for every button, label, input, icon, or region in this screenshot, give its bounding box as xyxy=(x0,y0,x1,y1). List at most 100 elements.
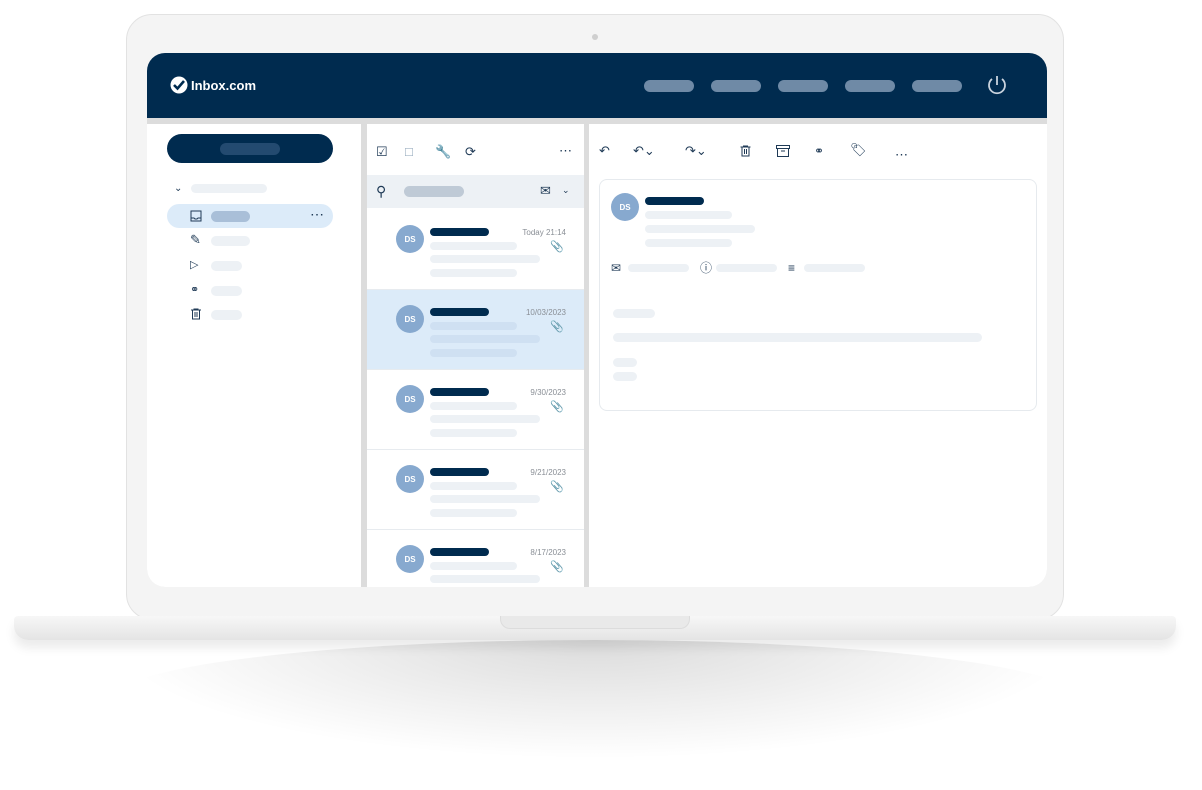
avatar: DS xyxy=(396,305,424,333)
folder-inbox[interactable]: ⋯ xyxy=(167,204,333,228)
reading-pane: ↶ ↶⌄ ↷⌄ ⚭ 🏷 ⋯ DS ✉ ⓘ ≡ xyxy=(589,124,1047,587)
inbox-icon xyxy=(190,210,202,222)
camera xyxy=(592,34,598,40)
sender-email xyxy=(645,211,732,219)
spam-icon[interactable]: ⚭ xyxy=(190,284,200,296)
recipient xyxy=(645,225,755,233)
avatar: DS xyxy=(396,545,424,573)
tag-icon[interactable]: 🏷 xyxy=(850,142,867,157)
logo-check-icon xyxy=(170,76,188,94)
preview-line xyxy=(430,269,517,277)
body-line xyxy=(613,309,655,318)
preview-line xyxy=(430,429,517,437)
message-date: 9/30/2023 xyxy=(530,388,566,397)
envelope-icon: ✉ xyxy=(611,261,622,275)
screen: Inbox.com ⌄ ⋯ ✎ ▷ ⚭ ☑ □ 🔧 ⟳ ⋯ ⚲ ✉ ⌄ DS T… xyxy=(147,53,1047,587)
nav-item-3[interactable] xyxy=(778,80,828,92)
paperclip-icon: 📎 xyxy=(550,481,564,493)
nav-item-2[interactable] xyxy=(711,80,761,92)
sender-name xyxy=(645,197,704,205)
meta-field xyxy=(804,264,865,272)
laptop-shadow xyxy=(110,640,1080,760)
nav-item-4[interactable] xyxy=(845,80,895,92)
message-date: 8/17/2023 xyxy=(530,548,566,557)
message-row[interactable]: DS 9/30/2023 📎 xyxy=(367,370,584,450)
paperclip-icon: 📎 xyxy=(550,561,564,573)
body-line xyxy=(613,372,637,381)
spam-icon[interactable]: ⚭ xyxy=(814,144,825,158)
laptop-notch xyxy=(500,616,690,629)
trash-icon[interactable] xyxy=(740,145,751,157)
meta-field xyxy=(628,264,689,272)
search-icon: ⚲ xyxy=(376,183,387,199)
body-line xyxy=(613,358,637,367)
meta-field xyxy=(716,264,777,272)
message-date: 10/03/2023 xyxy=(525,308,566,317)
message-list: ☑ □ 🔧 ⟳ ⋯ ⚲ ✉ ⌄ DS Today 21:14 📎 DS 10/03… xyxy=(367,124,584,587)
folder-label[interactable] xyxy=(211,310,242,320)
search-bar[interactable]: ⚲ ✉ ⌄ xyxy=(367,175,584,208)
avatar: DS xyxy=(396,465,424,493)
paperclip-icon: 📎 xyxy=(550,401,564,413)
subject-line xyxy=(430,322,517,330)
nav-item-5[interactable] xyxy=(912,80,962,92)
more-icon[interactable]: ⋯ xyxy=(310,206,324,222)
compose-label xyxy=(220,143,280,155)
nav-item-1[interactable] xyxy=(644,80,694,92)
subject-line xyxy=(430,562,517,570)
preview-line xyxy=(430,335,540,343)
message-row[interactable]: DS Today 21:14 📎 xyxy=(367,210,584,290)
reply-icon[interactable]: ↶ xyxy=(599,143,610,158)
preview-line xyxy=(430,349,517,357)
sender-name xyxy=(430,308,489,316)
preview-line xyxy=(430,255,540,263)
avatar: DS xyxy=(611,193,639,221)
pencil-icon[interactable]: ✎ xyxy=(190,232,201,247)
more-icon[interactable]: ⋯ xyxy=(895,147,908,162)
archive-icon[interactable] xyxy=(776,145,790,157)
brand-name: Inbox.com xyxy=(191,77,257,93)
folder-label[interactable] xyxy=(211,261,242,271)
message-date: Today 21:14 xyxy=(522,228,566,237)
refresh-icon[interactable]: ⟳ xyxy=(465,144,476,159)
subject-line xyxy=(430,242,517,250)
power-icon[interactable] xyxy=(985,73,1009,97)
reply-all-icon[interactable]: ↶⌄ xyxy=(633,143,655,158)
lines-icon: ≡ xyxy=(788,261,796,275)
send-icon[interactable]: ▷ xyxy=(190,259,199,271)
forward-icon[interactable]: ↷⌄ xyxy=(685,143,707,158)
logo[interactable]: Inbox.com xyxy=(169,75,256,95)
preview-line xyxy=(430,509,517,517)
message-row[interactable]: DS 8/17/2023 📎 xyxy=(367,530,584,587)
message-row[interactable]: DS 10/03/2023 📎 xyxy=(367,290,584,370)
avatar: DS xyxy=(396,385,424,413)
preview-line xyxy=(430,575,540,583)
account-label xyxy=(191,184,267,193)
search-input[interactable] xyxy=(404,186,464,197)
message-row[interactable]: DS 9/21/2023 📎 xyxy=(367,450,584,530)
body-line xyxy=(613,333,982,342)
message-date: 9/21/2023 xyxy=(530,468,566,477)
trash-icon[interactable] xyxy=(191,308,201,320)
sender-name xyxy=(430,468,489,476)
message-card: DS ✉ ⓘ ≡ xyxy=(599,179,1037,411)
checkbox-icon[interactable]: ☑ xyxy=(376,144,388,159)
paperclip-icon: 📎 xyxy=(550,321,564,333)
comment-icon[interactable]: □ xyxy=(405,144,413,159)
alert-icon: ⓘ xyxy=(700,261,713,275)
preview-line xyxy=(430,495,540,503)
compose-button[interactable] xyxy=(167,134,333,163)
sidebar: ⌄ ⋯ ✎ ▷ ⚭ xyxy=(147,124,361,587)
chevron-down-icon[interactable]: ⌄ xyxy=(562,185,570,195)
more-icon[interactable]: ⋯ xyxy=(559,143,572,158)
paperclip-icon: 📎 xyxy=(550,241,564,253)
subject-line xyxy=(430,482,517,490)
folder-label[interactable] xyxy=(211,236,250,246)
subject-line xyxy=(430,402,517,410)
envelope-filter-icon[interactable]: ✉ xyxy=(540,183,551,198)
header: Inbox.com xyxy=(147,53,1047,118)
date-line xyxy=(645,239,732,247)
chevron-down-icon[interactable]: ⌄ xyxy=(174,183,183,194)
wrench-icon[interactable]: 🔧 xyxy=(435,144,452,159)
folder-label[interactable] xyxy=(211,286,242,296)
